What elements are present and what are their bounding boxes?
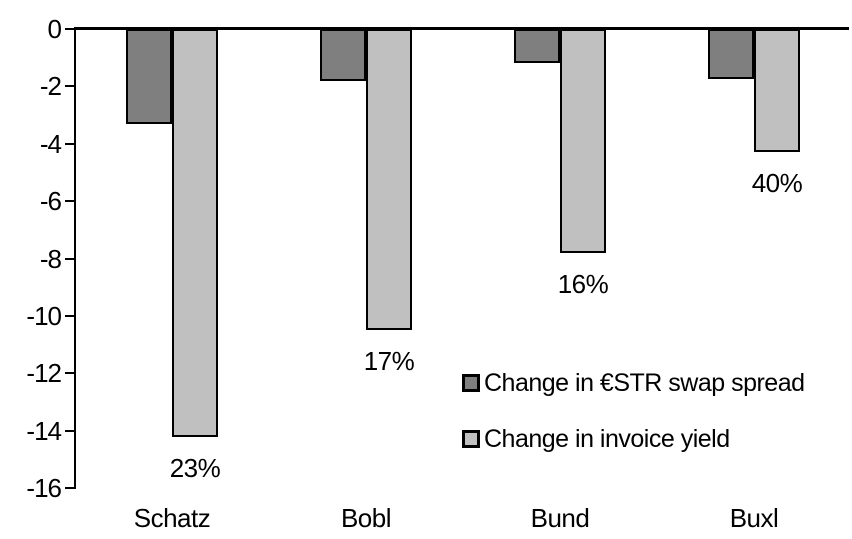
y-axis-tick bbox=[65, 142, 74, 145]
y-axis-tick-label: -4 bbox=[39, 128, 62, 159]
x-axis-zero-line bbox=[74, 27, 849, 30]
x-axis-label-bobl: Bobl bbox=[340, 503, 392, 533]
data-label-schatz: 23% bbox=[169, 453, 221, 483]
bar-swap-spread-buxl bbox=[708, 29, 754, 79]
y-axis-tick-label: -2 bbox=[39, 71, 62, 102]
y-axis-tick-label: -16 bbox=[26, 473, 62, 504]
y-axis-tick bbox=[65, 487, 74, 490]
legend-item-invoice-yield: Change in invoice yield bbox=[462, 425, 805, 453]
bar-invoice-yield-bobl bbox=[366, 29, 412, 330]
y-axis-tick-label: 0 bbox=[47, 14, 62, 44]
bar-swap-spread-bobl bbox=[320, 29, 366, 81]
legend-item-swap-spread: Change in €STR swap spread bbox=[462, 369, 805, 397]
x-axis-label-schatz: Schatz bbox=[133, 503, 211, 533]
y-axis-tick bbox=[65, 200, 74, 203]
y-axis-tick-label: -10 bbox=[26, 301, 62, 331]
legend-swatch-swap-spread bbox=[462, 374, 480, 392]
bar-invoice-yield-bund bbox=[560, 29, 606, 253]
legend-label-swap-spread: Change in €STR swap spread bbox=[484, 369, 805, 397]
y-axis-tick-label: -14 bbox=[26, 415, 62, 446]
data-label-buxl: 40% bbox=[751, 168, 803, 198]
y-axis-tick-label: -6 bbox=[39, 186, 62, 217]
x-axis-label-buxl: Buxl bbox=[729, 503, 779, 533]
data-label-bund: 16% bbox=[557, 269, 609, 299]
bar-invoice-yield-buxl bbox=[754, 29, 800, 152]
legend-label-invoice-yield: Change in invoice yield bbox=[484, 425, 730, 453]
y-axis-line bbox=[74, 29, 76, 490]
y-axis-tick bbox=[65, 372, 74, 375]
data-label-bobl: 17% bbox=[363, 346, 415, 376]
bar-swap-spread-bund bbox=[514, 29, 560, 63]
y-axis-tick bbox=[65, 429, 74, 432]
x-axis-label-bund: Bund bbox=[530, 503, 590, 533]
y-axis-tick-label: -12 bbox=[26, 358, 62, 389]
y-axis-tick-label: -8 bbox=[39, 243, 62, 274]
y-axis-tick bbox=[65, 315, 74, 317]
legend: Change in €STR swap spread Change in inv… bbox=[462, 369, 805, 481]
bar-invoice-yield-schatz bbox=[172, 29, 218, 437]
y-axis-tick bbox=[65, 28, 74, 30]
y-axis-tick bbox=[65, 85, 74, 88]
legend-swatch-invoice-yield bbox=[462, 430, 480, 448]
bar-swap-spread-schatz bbox=[126, 29, 172, 124]
y-axis-tick bbox=[65, 257, 74, 260]
